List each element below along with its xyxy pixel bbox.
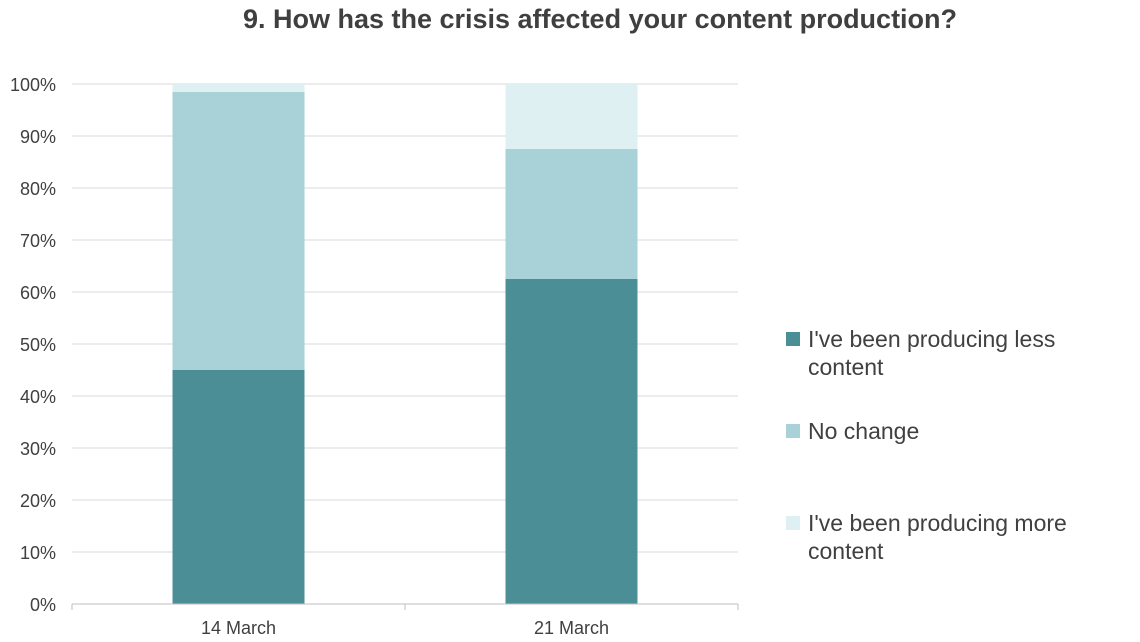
y-tick-label: 50%: [20, 335, 56, 355]
bar-segment: [505, 84, 638, 149]
legend-item-less: I've been producing less content: [786, 325, 1098, 381]
legend-swatch-less: [786, 332, 800, 346]
legend-item-no-change: No change: [786, 417, 1098, 445]
x-tick-label: 21 March: [534, 618, 609, 638]
legend-label-no-change: No change: [808, 418, 920, 444]
chart-title: 9. How has the crisis affected your cont…: [242, 4, 958, 34]
legend-swatch-more: [786, 516, 800, 530]
y-tick-label: 90%: [20, 127, 56, 147]
legend-label-less: I've been producing less content: [808, 326, 1056, 380]
bar-segment: [172, 91, 305, 371]
x-tick-label: 14 March: [201, 618, 276, 638]
y-tick-label: 20%: [20, 491, 56, 511]
legend-swatch-no-change: [786, 424, 800, 438]
y-tick-label: 60%: [20, 283, 56, 303]
y-tick-label: 10%: [20, 543, 56, 563]
y-tick-label: 40%: [20, 387, 56, 407]
bar-segment: [172, 370, 305, 604]
legend-label-more: I've been producing more content: [808, 510, 1067, 564]
y-tick-label: 100%: [10, 75, 56, 95]
bar-segment: [505, 279, 638, 604]
y-tick-label: 30%: [20, 439, 56, 459]
y-tick-label: 80%: [20, 179, 56, 199]
y-tick-label: 0%: [30, 595, 56, 615]
bar-segment: [505, 149, 638, 279]
bar-segment: [172, 84, 305, 92]
legend-item-more: I've been producing more content: [786, 509, 1098, 565]
y-tick-label: 70%: [20, 231, 56, 251]
